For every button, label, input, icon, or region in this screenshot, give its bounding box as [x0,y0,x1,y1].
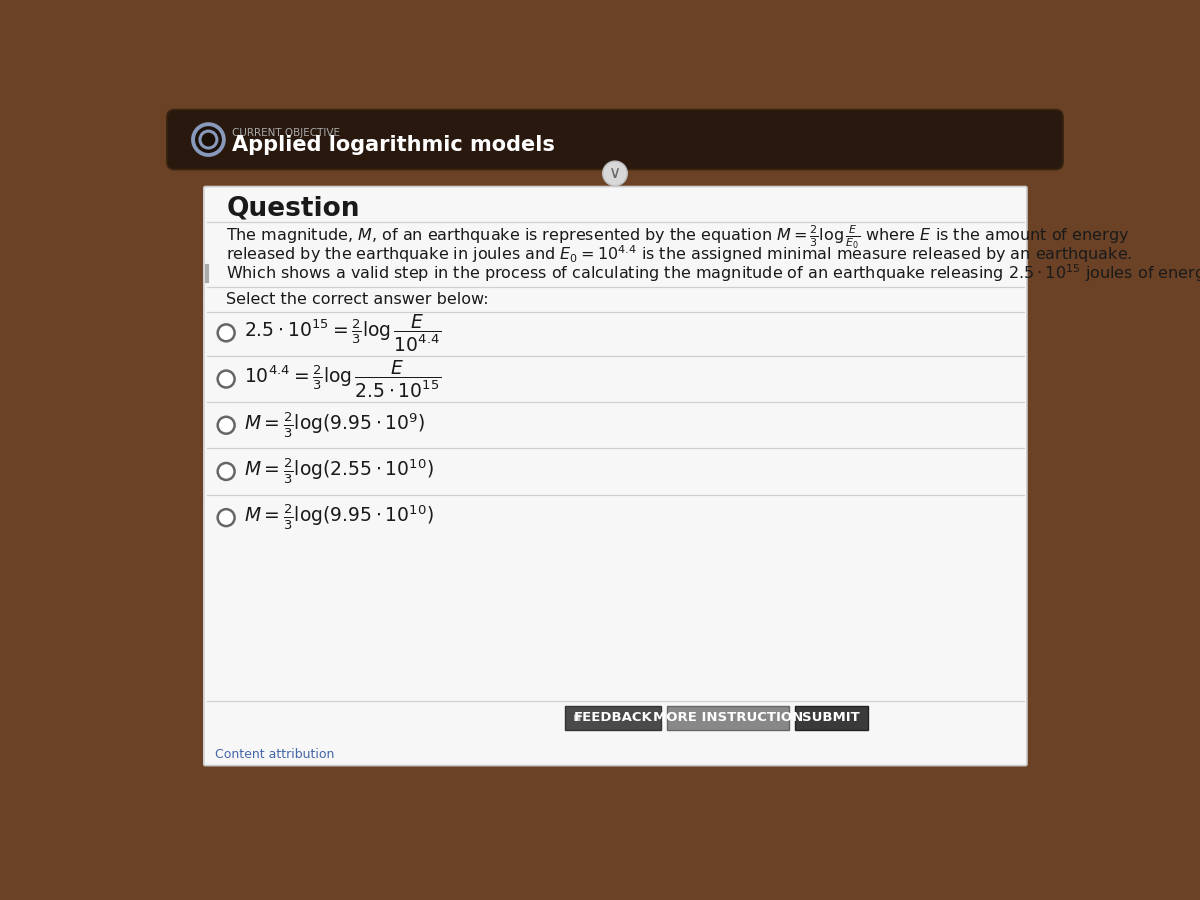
Text: Applied logarithmic models: Applied logarithmic models [233,135,556,155]
Text: MORE INSTRUCTION: MORE INSTRUCTION [653,711,803,724]
Text: The magnitude, $M$, of an earthquake is represented by the equation $M = \frac{2: The magnitude, $M$, of an earthquake is … [226,223,1129,251]
Circle shape [217,371,235,388]
Text: SUBMIT: SUBMIT [803,711,860,724]
Text: ∨: ∨ [608,165,622,183]
Text: Which shows a valid step in the process of calculating the magnitude of an earth: Which shows a valid step in the process … [226,263,1200,284]
Text: released by the earthquake in joules and $E_0 = 10^{4.4}$ is the assigned minima: released by the earthquake in joules and… [226,243,1133,266]
Text: Select the correct answer below:: Select the correct answer below: [226,292,488,307]
FancyBboxPatch shape [565,706,661,730]
FancyBboxPatch shape [167,110,1063,169]
Circle shape [217,417,235,434]
Text: Question: Question [226,195,360,221]
Circle shape [192,123,224,156]
Circle shape [217,324,235,341]
Text: $2.5 \cdot 10^{15} = \frac{2}{3}\log\dfrac{E}{10^{4.4}}$: $2.5 \cdot 10^{15} = \frac{2}{3}\log\dfr… [244,312,442,354]
Text: $M = \frac{2}{3}\log(9.95 \cdot 10^{9})$: $M = \frac{2}{3}\log(9.95 \cdot 10^{9})$ [244,410,425,440]
Text: ▪: ▪ [572,711,581,724]
FancyBboxPatch shape [667,706,790,730]
Text: CURRENT OBJECTIVE: CURRENT OBJECTIVE [233,128,341,138]
FancyBboxPatch shape [204,186,1027,766]
FancyBboxPatch shape [796,706,869,730]
Circle shape [217,509,235,526]
Circle shape [602,161,628,185]
Text: $10^{4.4} = \frac{2}{3}\log\dfrac{E}{2.5 \cdot 10^{15}}$: $10^{4.4} = \frac{2}{3}\log\dfrac{E}{2.5… [244,358,442,400]
Circle shape [217,463,235,480]
Text: FEEDBACK: FEEDBACK [574,711,653,724]
Text: Content attribution: Content attribution [215,748,334,761]
Text: $M = \frac{2}{3}\log(9.95 \cdot 10^{10})$: $M = \frac{2}{3}\log(9.95 \cdot 10^{10})… [244,503,433,533]
Text: $M = \frac{2}{3}\log(2.55 \cdot 10^{10})$: $M = \frac{2}{3}\log(2.55 \cdot 10^{10})… [244,456,433,486]
